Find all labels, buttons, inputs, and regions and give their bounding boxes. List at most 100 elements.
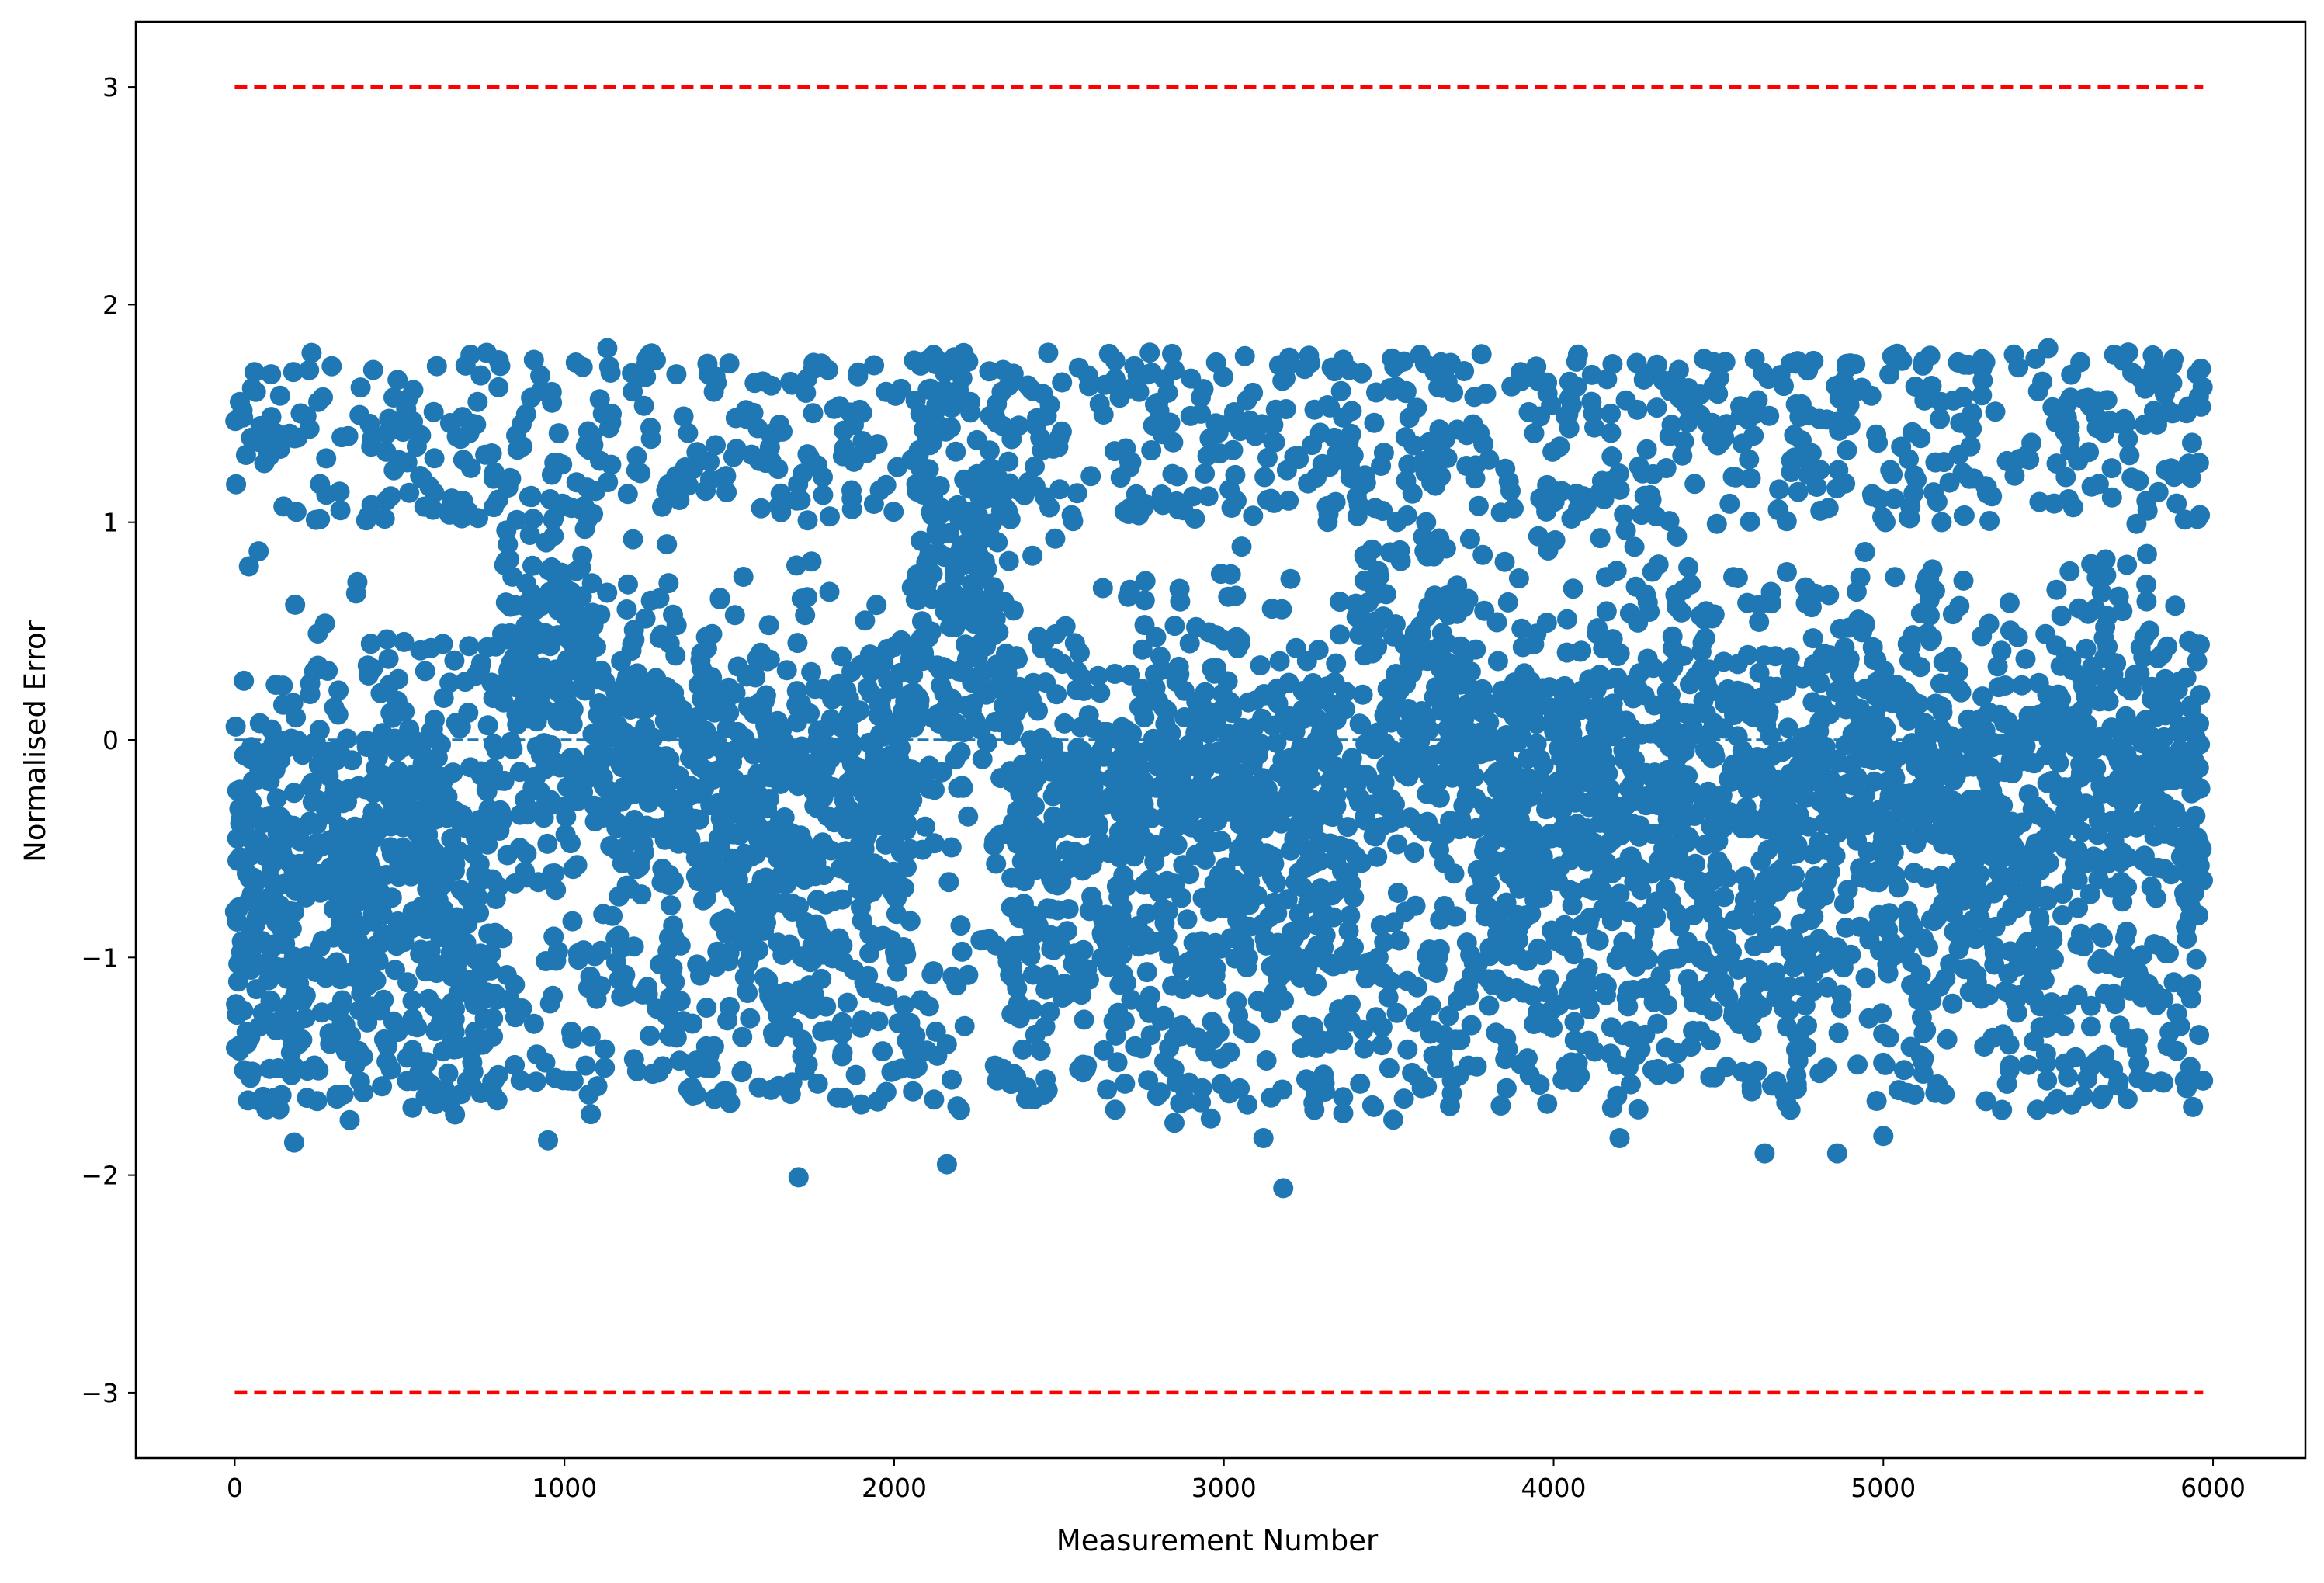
scatter-point [1169,664,1190,685]
scatter-point [1701,412,1722,433]
scatter-point [1778,798,1798,819]
scatter-point [410,640,431,661]
scatter-point [1719,493,1740,514]
scatter-point [844,415,864,436]
scatter-point [523,1013,544,1034]
scatter-point [1444,863,1465,884]
scatter-point [1285,778,1306,799]
scatter-point [1064,633,1085,654]
scatter-point [265,422,286,443]
scatter-point [1756,819,1777,840]
scatter-points [224,338,2214,1199]
scatter-point [747,816,768,837]
scatter-point [952,776,973,797]
scatter-point [265,675,286,695]
scatter-point [1164,1059,1185,1080]
scatter-point [1153,698,1174,719]
scatter-point [525,599,546,620]
scatter-point [1393,744,1414,765]
scatter-point [761,877,782,897]
scatter-point [1000,509,1021,529]
scatter-point [1448,1065,1469,1086]
scatter-point [1038,342,1059,363]
scatter-point [285,984,306,1005]
scatter-point [991,381,1012,402]
scatter-point [1559,371,1580,392]
scatter-point [1466,455,1486,476]
scatter-point [376,1051,397,1072]
scatter-point [1532,887,1553,908]
scatter-point [1723,1001,1744,1022]
scatter-point [609,886,630,907]
scatter-point [1220,564,1241,585]
scatter-point [1054,713,1075,734]
scatter-point [1354,1038,1375,1059]
scatter-point [1636,439,1657,460]
scatter-point [1300,352,1321,373]
scatter-point [810,926,831,947]
scatter-point [537,833,558,854]
scatter-point [1387,883,1408,903]
scatter-point [273,496,294,517]
scatter-point [986,935,1007,956]
scatter-point [561,760,582,781]
scatter-point [1179,864,1200,885]
scatter-point [876,1081,897,1102]
scatter-point [252,1002,273,1023]
scatter-point [822,776,843,797]
scatter-point [905,589,926,610]
scatter-point [408,739,428,759]
scatter-point [272,694,293,715]
scatter-point [1590,528,1611,549]
scatter-point [929,476,950,496]
scatter-point [1487,651,1508,672]
scatter-point [1418,720,1439,741]
scatter-point [283,783,304,804]
scatter-point [1308,640,1329,661]
scatter-point [1734,890,1755,911]
scatter-point [1003,1064,1024,1085]
scatter-point [786,694,807,715]
scatter-point [523,349,544,370]
scatter-point [1647,1013,1668,1034]
scatter-point [1121,452,1142,473]
scatter-point [1700,1067,1721,1088]
scatter-point [732,1026,753,1047]
scatter-point [983,835,1004,856]
scatter-point [928,713,949,734]
scatter-point [1105,1099,1126,1120]
plot-area [224,85,2214,1395]
scatter-point [1273,709,1294,729]
scatter-point [348,969,369,989]
scatter-point [435,873,456,894]
scatter-point [444,650,465,671]
scatter-point [459,636,480,657]
scatter-point [299,418,320,439]
scatter-point [309,720,330,741]
scatter-point [1672,445,1693,466]
scatter-point [321,804,342,825]
scatter-point [1341,401,1362,422]
scatter-point [998,451,1019,472]
scatter-point [1302,435,1323,456]
scatter-point [758,979,779,1000]
scatter-point [1528,526,1549,547]
scatter-point [226,994,247,1015]
scatter-point [1703,352,1723,373]
scatter-point [759,649,780,670]
scatter-point [355,779,376,800]
scatter-point [1137,364,1158,385]
scatter-point [1042,786,1063,807]
scatter-point [663,604,683,625]
scatter-point [1013,935,1034,955]
scatter-point [1559,418,1580,439]
scatter-point [648,1062,669,1083]
scatter-point [1175,1090,1196,1111]
scatter-point [348,887,369,907]
scatter-point [1734,866,1755,887]
scatter-point [313,387,333,408]
scatter-point [1197,446,1218,467]
scatter-point [1014,484,1035,505]
scatter-point [1706,513,1727,534]
scatter-point [1151,484,1172,505]
